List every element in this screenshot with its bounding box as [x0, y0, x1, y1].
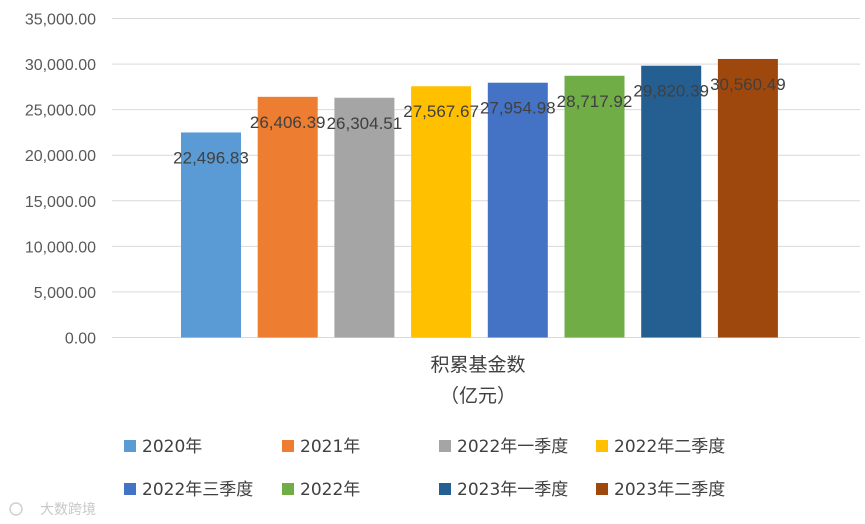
bar	[257, 96, 318, 338]
watermark-logo-icon	[9, 502, 23, 516]
bar	[564, 75, 625, 338]
data-label: 26,406.39	[250, 113, 326, 132]
y-tick-label: 0.00	[65, 331, 96, 348]
y-axis-ticks: 0.00 5,000.00 10,000.00 15,000.00 20,000.00 2…	[25, 12, 96, 348]
legend-label: 2022年一季度	[457, 437, 568, 457]
data-label: 30,560.49	[710, 75, 786, 94]
legend-label: 2022年	[300, 480, 360, 500]
y-tick-label: 10,000.00	[25, 239, 96, 256]
y-tick-label: 25,000.00	[25, 103, 96, 120]
legend-label: 2023年一季度	[457, 480, 568, 500]
data-label: 29,820.39	[633, 82, 709, 101]
legend-swatch	[124, 440, 136, 452]
y-tick-label: 30,000.00	[25, 57, 96, 74]
bar	[181, 132, 241, 338]
watermark: 大数跨境	[9, 502, 96, 518]
legend-swatch	[439, 440, 451, 452]
legend-label: 2021年	[300, 437, 360, 457]
data-label: 22,496.83	[173, 148, 249, 167]
legend-swatch	[282, 483, 294, 495]
data-label: 27,567.67	[403, 102, 479, 121]
legend-swatch	[596, 440, 608, 452]
legend-swatch	[596, 483, 608, 495]
legend-label: 2022年三季度	[142, 480, 253, 500]
data-label: 28,717.92	[557, 92, 633, 111]
x-category-unit: （亿元）	[440, 385, 516, 407]
bar	[717, 58, 778, 338]
bar	[411, 86, 472, 338]
watermark-text: 大数跨境	[40, 502, 96, 518]
legend-label: 2023年二季度	[614, 480, 725, 500]
legend-swatch	[124, 483, 136, 495]
legend-swatch	[439, 483, 451, 495]
y-tick-label: 35,000.00	[25, 12, 96, 29]
legend-label: 2020年	[142, 437, 202, 457]
legend-swatch	[282, 440, 294, 452]
bar	[487, 82, 548, 338]
legend-label: 2022年二季度	[614, 437, 725, 457]
data-label: 27,954.98	[480, 99, 556, 118]
legend: 2020年 2021年 2022年一季度 2022年二季度 2022年三季度 2022年 2…	[124, 437, 725, 500]
y-tick-label: 20,000.00	[25, 148, 96, 165]
x-category-label: 积累基金数	[430, 354, 525, 376]
data-label: 26,304.51	[327, 114, 403, 133]
y-tick-label: 15,000.00	[25, 194, 96, 211]
bar	[334, 97, 395, 338]
y-tick-label: 5,000.00	[34, 285, 96, 302]
bar	[641, 65, 702, 338]
bars	[181, 58, 778, 338]
